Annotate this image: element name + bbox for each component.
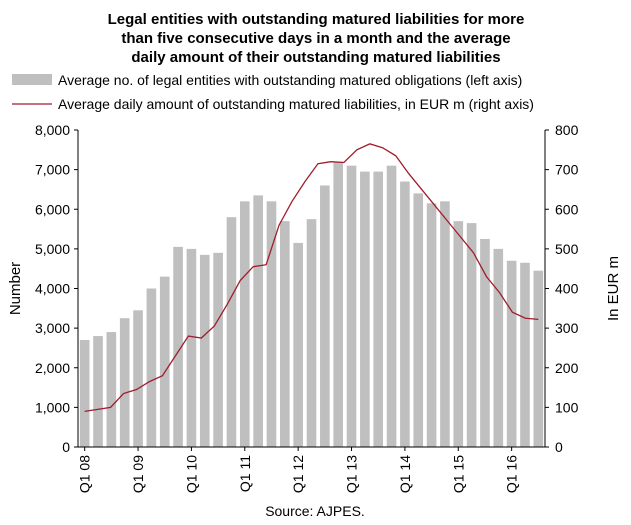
bar: [119, 318, 130, 447]
right-tick-label: 400: [555, 281, 579, 297]
legend-line-label: Average daily amount of outstanding matu…: [58, 96, 534, 112]
x-tick-label: Q1 13: [344, 455, 360, 493]
bar: [440, 201, 450, 447]
bar: [480, 238, 490, 447]
bar: [533, 270, 544, 447]
left-tick-label: 2,000: [35, 360, 70, 376]
line-path: [84, 143, 539, 412]
bar: [520, 262, 530, 447]
bar: [213, 252, 223, 447]
x-tick-label: Q1 08: [77, 455, 93, 493]
bar: [373, 171, 384, 448]
bar: [173, 246, 183, 447]
right-tick-label: 700: [555, 162, 579, 178]
bar: [293, 242, 303, 447]
bar: [453, 221, 464, 447]
bar: [413, 193, 424, 447]
bar: [506, 260, 517, 447]
x-tick-label: Q1 14: [397, 455, 413, 493]
bar: [306, 219, 317, 447]
right-tick-label: 600: [555, 201, 579, 217]
bar: [333, 161, 343, 447]
bar: [466, 223, 477, 447]
left-tick-label: 7,000: [35, 162, 70, 178]
left-tick-label: 1,000: [35, 399, 70, 415]
chart-title: Legal entities with outstanding matured …: [108, 11, 525, 66]
right-axis-title: In EUR m: [605, 256, 622, 321]
chart-title-line: Legal entities with outstanding matured …: [108, 11, 525, 28]
legend-bar-swatch: [12, 74, 52, 85]
bar: [386, 165, 397, 447]
legend-bar-label: Average no. of legal entities with outst…: [58, 72, 522, 88]
right-tick-label: 500: [555, 241, 579, 257]
right-axis-ticks: 0 100 200 300 400 500 600 700 800: [545, 122, 579, 455]
right-tick-label: 300: [555, 320, 579, 336]
chart-title-line: daily amount of their outstanding mature…: [131, 49, 500, 66]
right-tick-label: 0: [555, 439, 563, 455]
bar: [266, 201, 277, 447]
x-tick-label: Q1 16: [504, 455, 520, 493]
bar: [93, 336, 103, 447]
bar: [400, 181, 410, 447]
right-tick-label: 100: [555, 399, 579, 415]
left-axis-title: Number: [7, 262, 24, 315]
x-tick-label: Q1 09: [130, 455, 146, 493]
bar: [226, 217, 237, 447]
bar: [320, 185, 330, 448]
bar: [199, 254, 210, 447]
bar: [186, 248, 197, 448]
bar: [493, 248, 504, 448]
bar: [426, 203, 437, 447]
x-tick-label: Q1 12: [290, 455, 306, 493]
left-axis-ticks: 0 1,000 2,000 3,000 4,000 5,000 6,000 7,000 8,00…: [35, 122, 78, 455]
bar: [360, 171, 370, 448]
x-axis-ticks: Q1 08 Q1 09 Q1 10 Q1 11 Q1 12 Q1 13 Q1 14 Q1 15…: [77, 447, 520, 493]
right-tick-label: 200: [555, 360, 579, 376]
bar: [159, 276, 170, 447]
source-note: Source: AJPES.: [265, 503, 365, 519]
left-tick-label: 0: [62, 439, 70, 455]
bar: [346, 165, 357, 447]
x-tick-label: Q1 15: [450, 455, 466, 493]
bar: [253, 195, 263, 447]
left-tick-label: 6,000: [35, 201, 70, 217]
left-tick-label: 4,000: [35, 281, 70, 297]
line-series: [84, 143, 539, 412]
x-tick-label: Q1 10: [183, 455, 199, 493]
bar: [146, 288, 157, 447]
bar: [106, 332, 117, 447]
left-tick-label: 3,000: [35, 320, 70, 336]
left-tick-label: 5,000: [35, 241, 70, 257]
left-tick-label: 8,000: [35, 122, 70, 138]
x-tick-label: Q1 11: [237, 455, 253, 492]
bar: [239, 201, 250, 447]
right-tick-label: 800: [555, 122, 579, 138]
bar: [133, 310, 143, 447]
chart-title-line: than five consecutive days in a month an…: [121, 30, 510, 47]
legend: Average no. of legal entities with outst…: [12, 72, 534, 112]
bar-series: [79, 161, 544, 448]
bar: [280, 221, 290, 447]
bar: [79, 340, 90, 447]
